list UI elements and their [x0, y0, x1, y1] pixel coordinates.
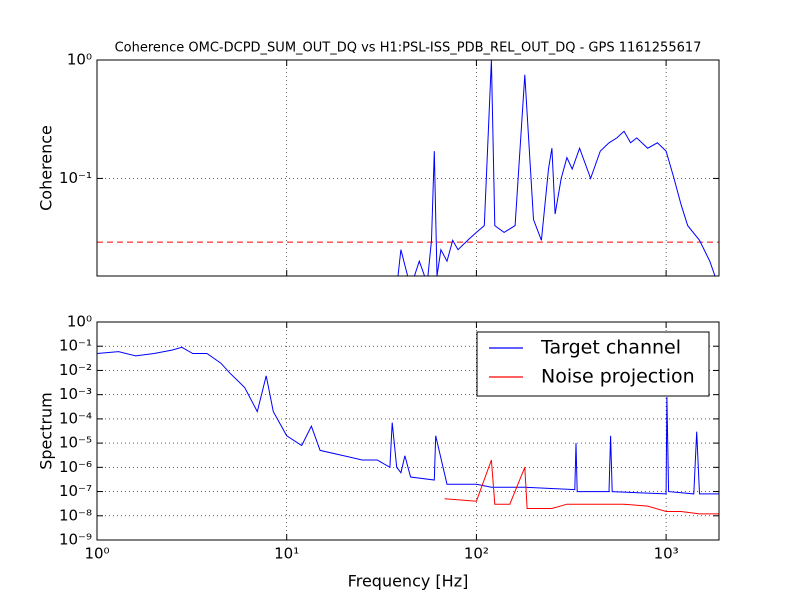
y-axis-label: Coherence	[37, 125, 56, 211]
y-tick-label: 10⁻¹	[59, 169, 92, 187]
y-tick-label: 10⁻⁵	[59, 434, 92, 452]
y-axis-label: Spectrum	[37, 392, 56, 470]
series-line	[444, 459, 719, 515]
plot-area	[97, 60, 719, 276]
x-tick-label: 10⁰	[84, 545, 109, 563]
y-tick-label: 10⁰	[67, 313, 92, 331]
plot-area	[97, 346, 719, 515]
axes-frame	[96, 59, 720, 277]
legend: Target channel Noise projection	[476, 331, 710, 397]
x-axis-label: Frequency [Hz]	[348, 572, 469, 591]
legend-label: Target channel	[540, 337, 681, 359]
y-tick-label: 10⁻³	[59, 385, 92, 403]
y-tick-label: 10⁻¹	[59, 337, 92, 355]
series-line	[397, 60, 716, 276]
y-tick-label: 10⁻⁸	[59, 506, 92, 524]
y-tick-label: 10⁻⁹	[59, 531, 92, 549]
x-tick-label: 10²	[464, 545, 489, 563]
y-tick-label: 10⁻⁷	[59, 482, 92, 500]
legend-label: Noise projection	[541, 366, 695, 388]
x-tick-label: 10³	[654, 545, 679, 563]
series-line	[97, 346, 719, 495]
chart-title: Coherence OMC-DCPD_SUM_OUT_DQ vs H1:PSL-…	[115, 41, 702, 56]
axes-frame	[96, 321, 720, 541]
y-tick-label: 10⁻⁴	[59, 409, 92, 427]
axes: 10⁻¹ 10⁰	[59, 51, 719, 276]
y-tick-label: 10⁻⁶	[59, 458, 92, 476]
x-tick-label: 10¹	[274, 545, 299, 563]
legend-box	[476, 331, 710, 397]
axes: 10⁰ 10¹ 10² 10³ 10⁻⁹ 10⁻⁸ 10⁻⁷ 10⁻⁶ 10⁻⁵ 10⁻⁴ 10⁻³…	[59, 313, 719, 563]
y-tick-label: 10⁰	[67, 51, 92, 69]
y-tick-label: 10⁻²	[59, 361, 92, 379]
